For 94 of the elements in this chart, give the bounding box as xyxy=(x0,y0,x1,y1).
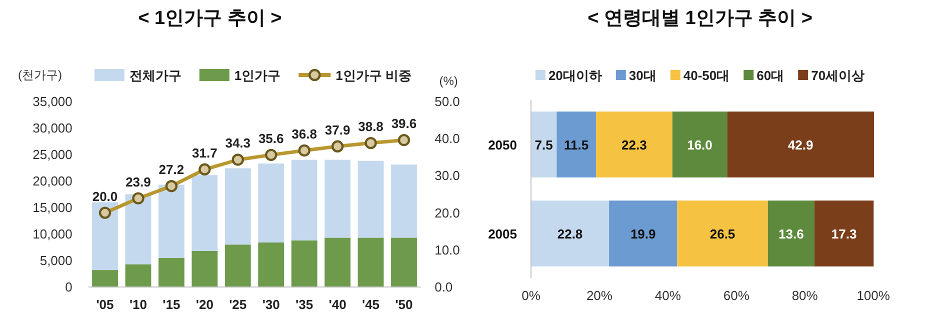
bar xyxy=(258,242,284,287)
y2-tick-label: 0.0 xyxy=(434,280,453,294)
bar xyxy=(596,112,672,178)
bar xyxy=(158,184,184,258)
data-label: 37.9 xyxy=(324,122,350,138)
x-tick-label: '15 xyxy=(162,297,180,312)
bar xyxy=(258,164,284,242)
x-tick-label: '20 xyxy=(196,297,214,312)
data-label: 19.9 xyxy=(630,226,656,242)
x-tick-label: '35 xyxy=(296,297,314,312)
y2-tick-label: 30.0 xyxy=(434,168,460,184)
data-label: 27.2 xyxy=(158,162,184,178)
y-tick-label: 5,000 xyxy=(40,253,72,268)
data-label: 20.0 xyxy=(92,188,118,204)
y-tick-label: 15,000 xyxy=(32,200,72,215)
bar xyxy=(609,200,678,266)
bar xyxy=(677,200,768,266)
y-tick-label: 30,000 xyxy=(32,120,72,136)
bar xyxy=(92,202,118,270)
legend-label: 전체가구 xyxy=(129,68,182,83)
bar xyxy=(158,258,184,287)
bar xyxy=(224,244,251,287)
y-tick-label: 20,000 xyxy=(32,174,72,188)
y-tick-label: 2050 xyxy=(488,138,517,152)
data-label: 34.3 xyxy=(225,136,251,151)
x-tick-label: 60% xyxy=(723,288,750,303)
y2-tick-label: 20.0 xyxy=(434,205,460,220)
y2-tick-label: 10.0 xyxy=(434,242,460,258)
bar xyxy=(768,200,814,266)
bar xyxy=(672,112,728,178)
data-label: 42.9 xyxy=(788,138,814,152)
x-tick-label: '10 xyxy=(129,297,148,312)
x-tick-label: '40 xyxy=(328,297,346,312)
bar xyxy=(224,168,251,245)
data-label: 22.3 xyxy=(622,138,647,152)
bar xyxy=(192,250,218,287)
y-tick-label: 2005 xyxy=(488,226,517,242)
bar xyxy=(727,112,874,178)
bar xyxy=(556,112,596,178)
bar xyxy=(358,238,384,287)
data-label: 16.0 xyxy=(687,138,712,152)
legend-label: 20대이하 xyxy=(548,68,602,83)
chart-title: < 1인가구 추이 > xyxy=(138,8,282,29)
chart-title: < 연령대별 1인가구 추이 > xyxy=(588,8,812,29)
x-tick-label: '50 xyxy=(395,297,413,312)
y-tick-label: 10,000 xyxy=(32,226,72,242)
y-tick-label: 25,000 xyxy=(32,147,72,162)
legend-label: 1인가구 비중 xyxy=(336,68,412,83)
data-label: 26.5 xyxy=(710,226,736,242)
bar xyxy=(324,238,351,287)
bar xyxy=(291,160,318,240)
bar xyxy=(358,160,384,238)
x-tick-label: '05 xyxy=(96,297,114,312)
legend-label: 40-50대 xyxy=(683,68,730,83)
bar xyxy=(531,112,557,178)
x-tick-label: 40% xyxy=(654,288,682,303)
bar xyxy=(324,160,351,238)
bar xyxy=(531,200,610,266)
x-tick-label: '25 xyxy=(229,297,247,312)
bar xyxy=(814,200,874,266)
x-tick-label: 100% xyxy=(856,288,890,303)
y-tick-label: 35,000 xyxy=(32,94,72,109)
legend-label: 30대 xyxy=(628,68,656,83)
legend-label: 70세이상 xyxy=(811,68,865,83)
data-label: 13.6 xyxy=(778,226,804,242)
data-label: 36.8 xyxy=(292,126,317,142)
data-label: 35.6 xyxy=(258,130,284,146)
legend-label: 60대 xyxy=(756,68,784,83)
bar xyxy=(391,238,417,287)
x-tick-label: 20% xyxy=(586,288,613,303)
data-label: 11.5 xyxy=(564,138,589,152)
bar xyxy=(125,194,152,264)
bar xyxy=(192,175,218,251)
bar xyxy=(92,270,118,287)
data-label: 39.6 xyxy=(391,116,417,132)
y-axis-title: (천가구) xyxy=(18,68,62,82)
bar xyxy=(391,164,417,238)
data-label: 22.8 xyxy=(557,226,583,242)
bar xyxy=(125,264,152,287)
y2-axis-title: (%) xyxy=(439,74,458,88)
y2-tick-label: 40.0 xyxy=(434,131,460,146)
y2-tick-label: 50.0 xyxy=(434,94,460,109)
data-label: 23.9 xyxy=(126,174,151,190)
y-tick-label: 0 xyxy=(65,280,72,294)
x-tick-label: 0% xyxy=(522,288,541,303)
x-tick-label: '30 xyxy=(262,297,280,312)
data-label: 38.8 xyxy=(358,119,384,134)
data-label: 31.7 xyxy=(192,145,218,160)
data-label: 17.3 xyxy=(831,226,857,242)
bar xyxy=(291,240,318,287)
x-tick-label: 80% xyxy=(792,288,818,303)
data-label: 7.5 xyxy=(534,138,553,152)
x-tick-label: '45 xyxy=(362,297,380,312)
legend-label: 1인가구 xyxy=(234,68,281,83)
